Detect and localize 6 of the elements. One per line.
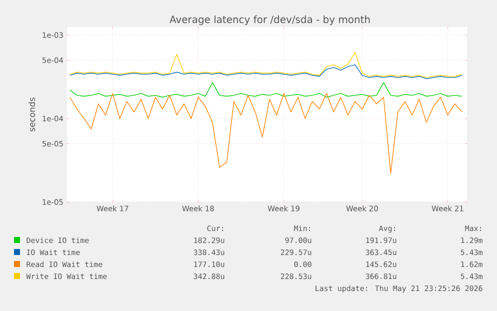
line-series xyxy=(70,52,462,78)
chart-title: Average latency for /dev/sda - by month xyxy=(170,15,370,26)
line-series xyxy=(70,64,462,80)
line-series xyxy=(70,93,462,174)
y-axis-title: seconds xyxy=(28,98,36,132)
line-series xyxy=(70,82,462,98)
